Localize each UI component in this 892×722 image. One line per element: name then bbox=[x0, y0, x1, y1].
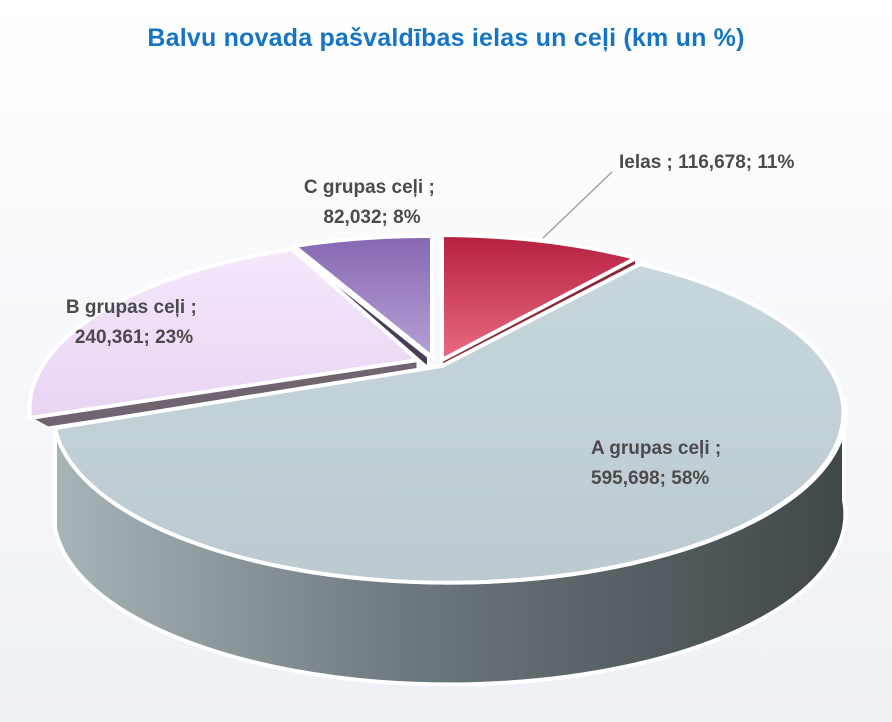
ielas-leader-line bbox=[542, 171, 613, 239]
slice-b-grupas bbox=[27, 246, 423, 421]
pie-data-labels: Ielas ; 116,678; 11% A grupas ceļi ; 595… bbox=[66, 152, 795, 489]
label-c-grupas-line-1: C grupas ceļi ; bbox=[304, 177, 435, 198]
chart-title: Balvu novada pašvaldības ielas un ceļi (… bbox=[147, 24, 745, 52]
label-a-grupas: A grupas ceļi ; 595,698; 58% bbox=[591, 438, 727, 489]
label-c-grupas-line-2: 82,032; 8% bbox=[323, 207, 420, 228]
label-ielas: Ielas ; 116,678; 11% bbox=[619, 152, 794, 173]
label-b-grupas: B grupas ceļi ; 240,361; 23% bbox=[66, 297, 202, 348]
slice-c-grupas bbox=[289, 233, 434, 362]
pie-top-layer bbox=[27, 232, 846, 585]
label-b-grupas-line-2: 240,361; 23% bbox=[75, 327, 193, 348]
label-c-grupas: C grupas ceļi ; 82,032; 8% bbox=[304, 177, 440, 228]
label-ielas-line-1: Ielas ; 116,678; 11% bbox=[619, 152, 794, 173]
label-a-grupas-line-2: 595,698; 58% bbox=[591, 468, 709, 489]
label-a-grupas-line-1: A grupas ceļi ; bbox=[591, 438, 721, 459]
slice-ielas bbox=[440, 232, 642, 364]
slice-a-grupas bbox=[52, 261, 846, 585]
label-b-grupas-line-1: B grupas ceļi ; bbox=[66, 297, 197, 318]
